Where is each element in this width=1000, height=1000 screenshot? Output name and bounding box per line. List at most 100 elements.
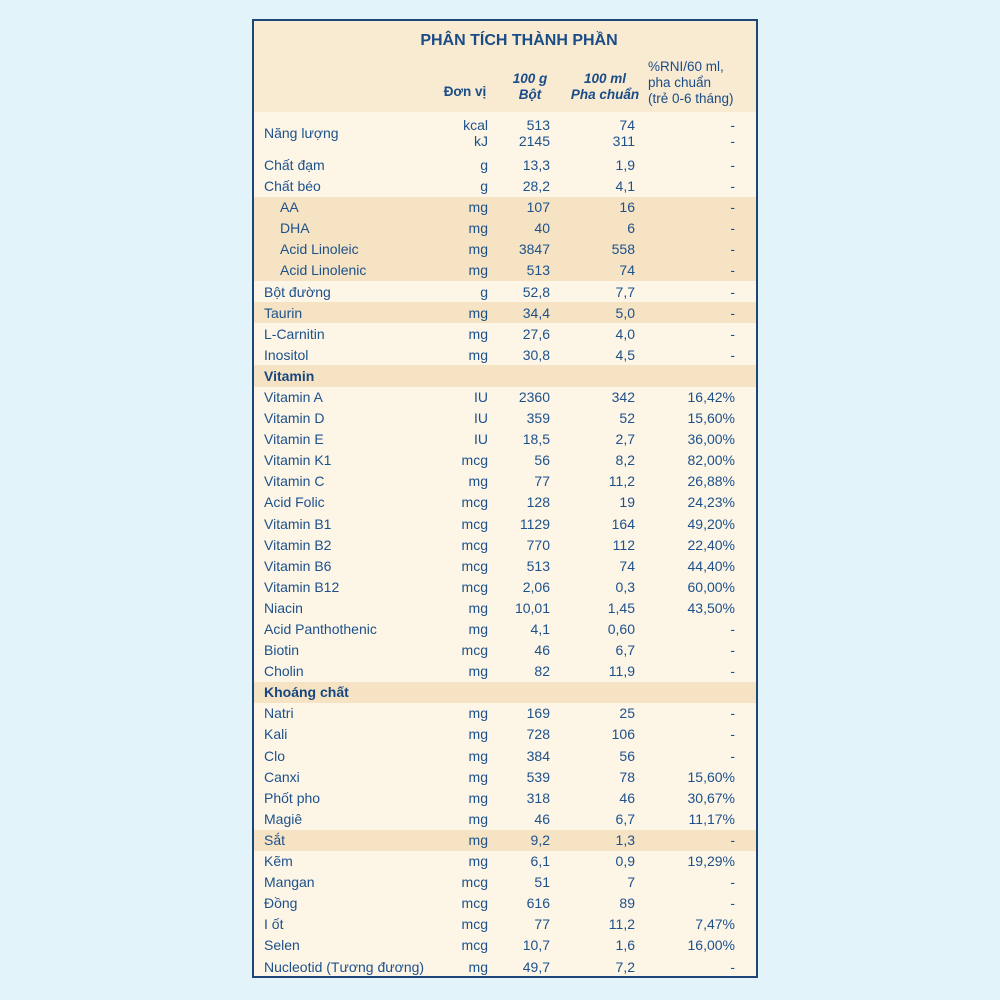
row-value-100ml: 0,9 bbox=[615, 853, 635, 870]
row-value-100ml: 74 bbox=[619, 557, 635, 574]
row-unit: mcg bbox=[461, 515, 488, 532]
row-value-100g: 9,2 bbox=[530, 831, 550, 848]
row-unit: mg bbox=[468, 199, 488, 216]
row-unit: mcg bbox=[461, 874, 488, 891]
row-value-rni: - bbox=[730, 220, 735, 237]
table-row: Inositol mg 30,8 4,5 - bbox=[254, 344, 756, 365]
row-unit: mcg bbox=[461, 895, 488, 912]
row-value-100g: 4,1 bbox=[530, 621, 550, 637]
row-unit: mcg bbox=[461, 578, 488, 595]
row-value-100g: 82 bbox=[534, 663, 550, 680]
row-unit: mg bbox=[468, 621, 488, 637]
row-value-100g: 6,1 bbox=[530, 853, 550, 870]
row-value-100ml: 46 bbox=[619, 789, 635, 806]
row-label: Khoáng chất bbox=[264, 684, 349, 701]
table-row: Phốt pho mg 318 46 30,67% bbox=[254, 787, 756, 808]
row-unit: mg bbox=[468, 241, 488, 258]
row-label: Vitamin B1 bbox=[264, 515, 332, 532]
row-value-rni: - bbox=[730, 283, 735, 300]
row-value-100ml: 2,7 bbox=[615, 431, 635, 448]
row-value-rni: 26,88% bbox=[687, 473, 735, 490]
table-row: Taurin mg 34,4 5,0 - bbox=[254, 302, 756, 324]
row-value-100ml: 8,2 bbox=[615, 452, 635, 469]
table-row: Acid Linoleic mg 3847 558 - bbox=[254, 238, 756, 260]
row-unit: kcal kJ bbox=[463, 117, 488, 150]
row-value-rni: - bbox=[730, 199, 735, 216]
row-value-100ml: 11,2 bbox=[608, 916, 635, 933]
row-value-rni: - bbox=[730, 621, 735, 637]
row-value-100ml: 7,7 bbox=[615, 283, 635, 300]
row-value-100g: 56 bbox=[534, 452, 550, 469]
row-label: AA bbox=[280, 199, 299, 216]
row-value-100ml: 6,7 bbox=[615, 810, 635, 827]
row-value-rni: - bbox=[730, 304, 735, 321]
row-value-rni: 44,40% bbox=[687, 557, 735, 574]
row-value-100ml: 11,9 bbox=[608, 663, 635, 680]
row-value-rni: 15,60% bbox=[687, 410, 735, 427]
row-unit: mg bbox=[468, 599, 488, 616]
table-row: Acid Folic mcg 128 19 24,23% bbox=[254, 492, 756, 513]
row-value-100ml: 164 bbox=[611, 515, 635, 532]
row-label: Acid Linoleic bbox=[280, 241, 359, 258]
table-title: PHÂN TÍCH THÀNH PHẦN bbox=[420, 32, 618, 49]
row-label: Bột đường bbox=[264, 283, 331, 300]
row-value-rni: - bbox=[730, 747, 735, 764]
table-row: Vitamin C mg 77 11,2 26,88% bbox=[254, 471, 756, 492]
row-value-100ml: 52 bbox=[619, 410, 635, 427]
table-row: Vitamin E IU 18,5 2,7 36,00% bbox=[254, 429, 756, 450]
row-value-100ml: 112 bbox=[612, 536, 635, 553]
table-row: Đồng mcg 616 89 - bbox=[254, 893, 756, 914]
row-label: Mangan bbox=[264, 874, 315, 891]
row-value-rni: - bbox=[730, 178, 735, 195]
row-value-100ml: 19 bbox=[619, 494, 635, 511]
row-value-100ml: 74 311 bbox=[612, 117, 635, 150]
table-row: Acid Panthothenic mg 4,1 0,60 - bbox=[254, 619, 756, 640]
row-unit: mg bbox=[468, 747, 488, 764]
row-value-100g: 13,3 bbox=[522, 156, 550, 173]
row-label: Vitamin D bbox=[264, 410, 325, 427]
row-value-100ml: 4,0 bbox=[615, 325, 635, 342]
row-value-rni: 15,60% bbox=[687, 768, 735, 785]
table-row: Kẽm mg 6,1 0,9 19,29% bbox=[254, 851, 756, 872]
row-value-rni: 7,47% bbox=[695, 916, 735, 933]
row-unit: mcg bbox=[461, 642, 488, 659]
row-unit: mg bbox=[468, 663, 488, 680]
row-value-100g: 18,5 bbox=[522, 431, 550, 448]
row-unit: mcg bbox=[461, 536, 488, 553]
section-header-row: Vitamin bbox=[254, 365, 756, 387]
row-unit: mcg bbox=[461, 452, 488, 469]
table-row: I ốt mcg 77 11,2 7,47% bbox=[254, 914, 756, 935]
row-value-100ml: 4,5 bbox=[615, 346, 635, 363]
column-header-100ml: 100 ml Pha chuẩn bbox=[570, 71, 640, 102]
table-row: Biotin mcg 46 6,7 - bbox=[254, 640, 756, 661]
row-label: Vitamin B2 bbox=[264, 536, 332, 553]
table-row: DHA mg 40 6 - bbox=[254, 217, 756, 239]
row-value-100ml: 78 bbox=[619, 768, 635, 785]
row-label: Đồng bbox=[264, 895, 298, 912]
row-value-100g: 384 bbox=[526, 747, 550, 764]
row-label: Magiê bbox=[264, 810, 303, 827]
row-unit: IU bbox=[474, 431, 488, 448]
table-row: Niacin mg 10,01 1,45 43,50% bbox=[254, 597, 756, 618]
row-label: I ốt bbox=[264, 916, 284, 933]
row-label: Niacin bbox=[264, 599, 303, 616]
row-unit: mg bbox=[468, 220, 488, 237]
table-row: Vitamin B1 mcg 1129 164 49,20% bbox=[254, 513, 756, 534]
column-header-unit: Đơn vị bbox=[443, 84, 487, 99]
row-unit: g bbox=[480, 156, 488, 173]
row-value-100ml: 16 bbox=[619, 199, 635, 216]
table-row: Bột đường g 52,8 7,7 - bbox=[254, 281, 756, 302]
row-value-100g: 169 bbox=[526, 705, 550, 722]
row-value-rni: - bbox=[730, 874, 735, 891]
row-value-100ml: 106 bbox=[611, 726, 635, 743]
row-label: Kali bbox=[264, 726, 288, 743]
row-value-100ml: 1,3 bbox=[615, 831, 635, 848]
row-label: Vitamin A bbox=[264, 388, 323, 405]
row-value-rni: -- bbox=[730, 117, 735, 150]
row-label: Vitamin B6 bbox=[264, 557, 332, 574]
row-value-100ml: 5,0 bbox=[615, 304, 635, 321]
row-value-rni: 30,67% bbox=[687, 789, 735, 806]
row-label: Kẽm bbox=[264, 853, 293, 870]
row-value-100ml: 25 bbox=[619, 705, 635, 722]
